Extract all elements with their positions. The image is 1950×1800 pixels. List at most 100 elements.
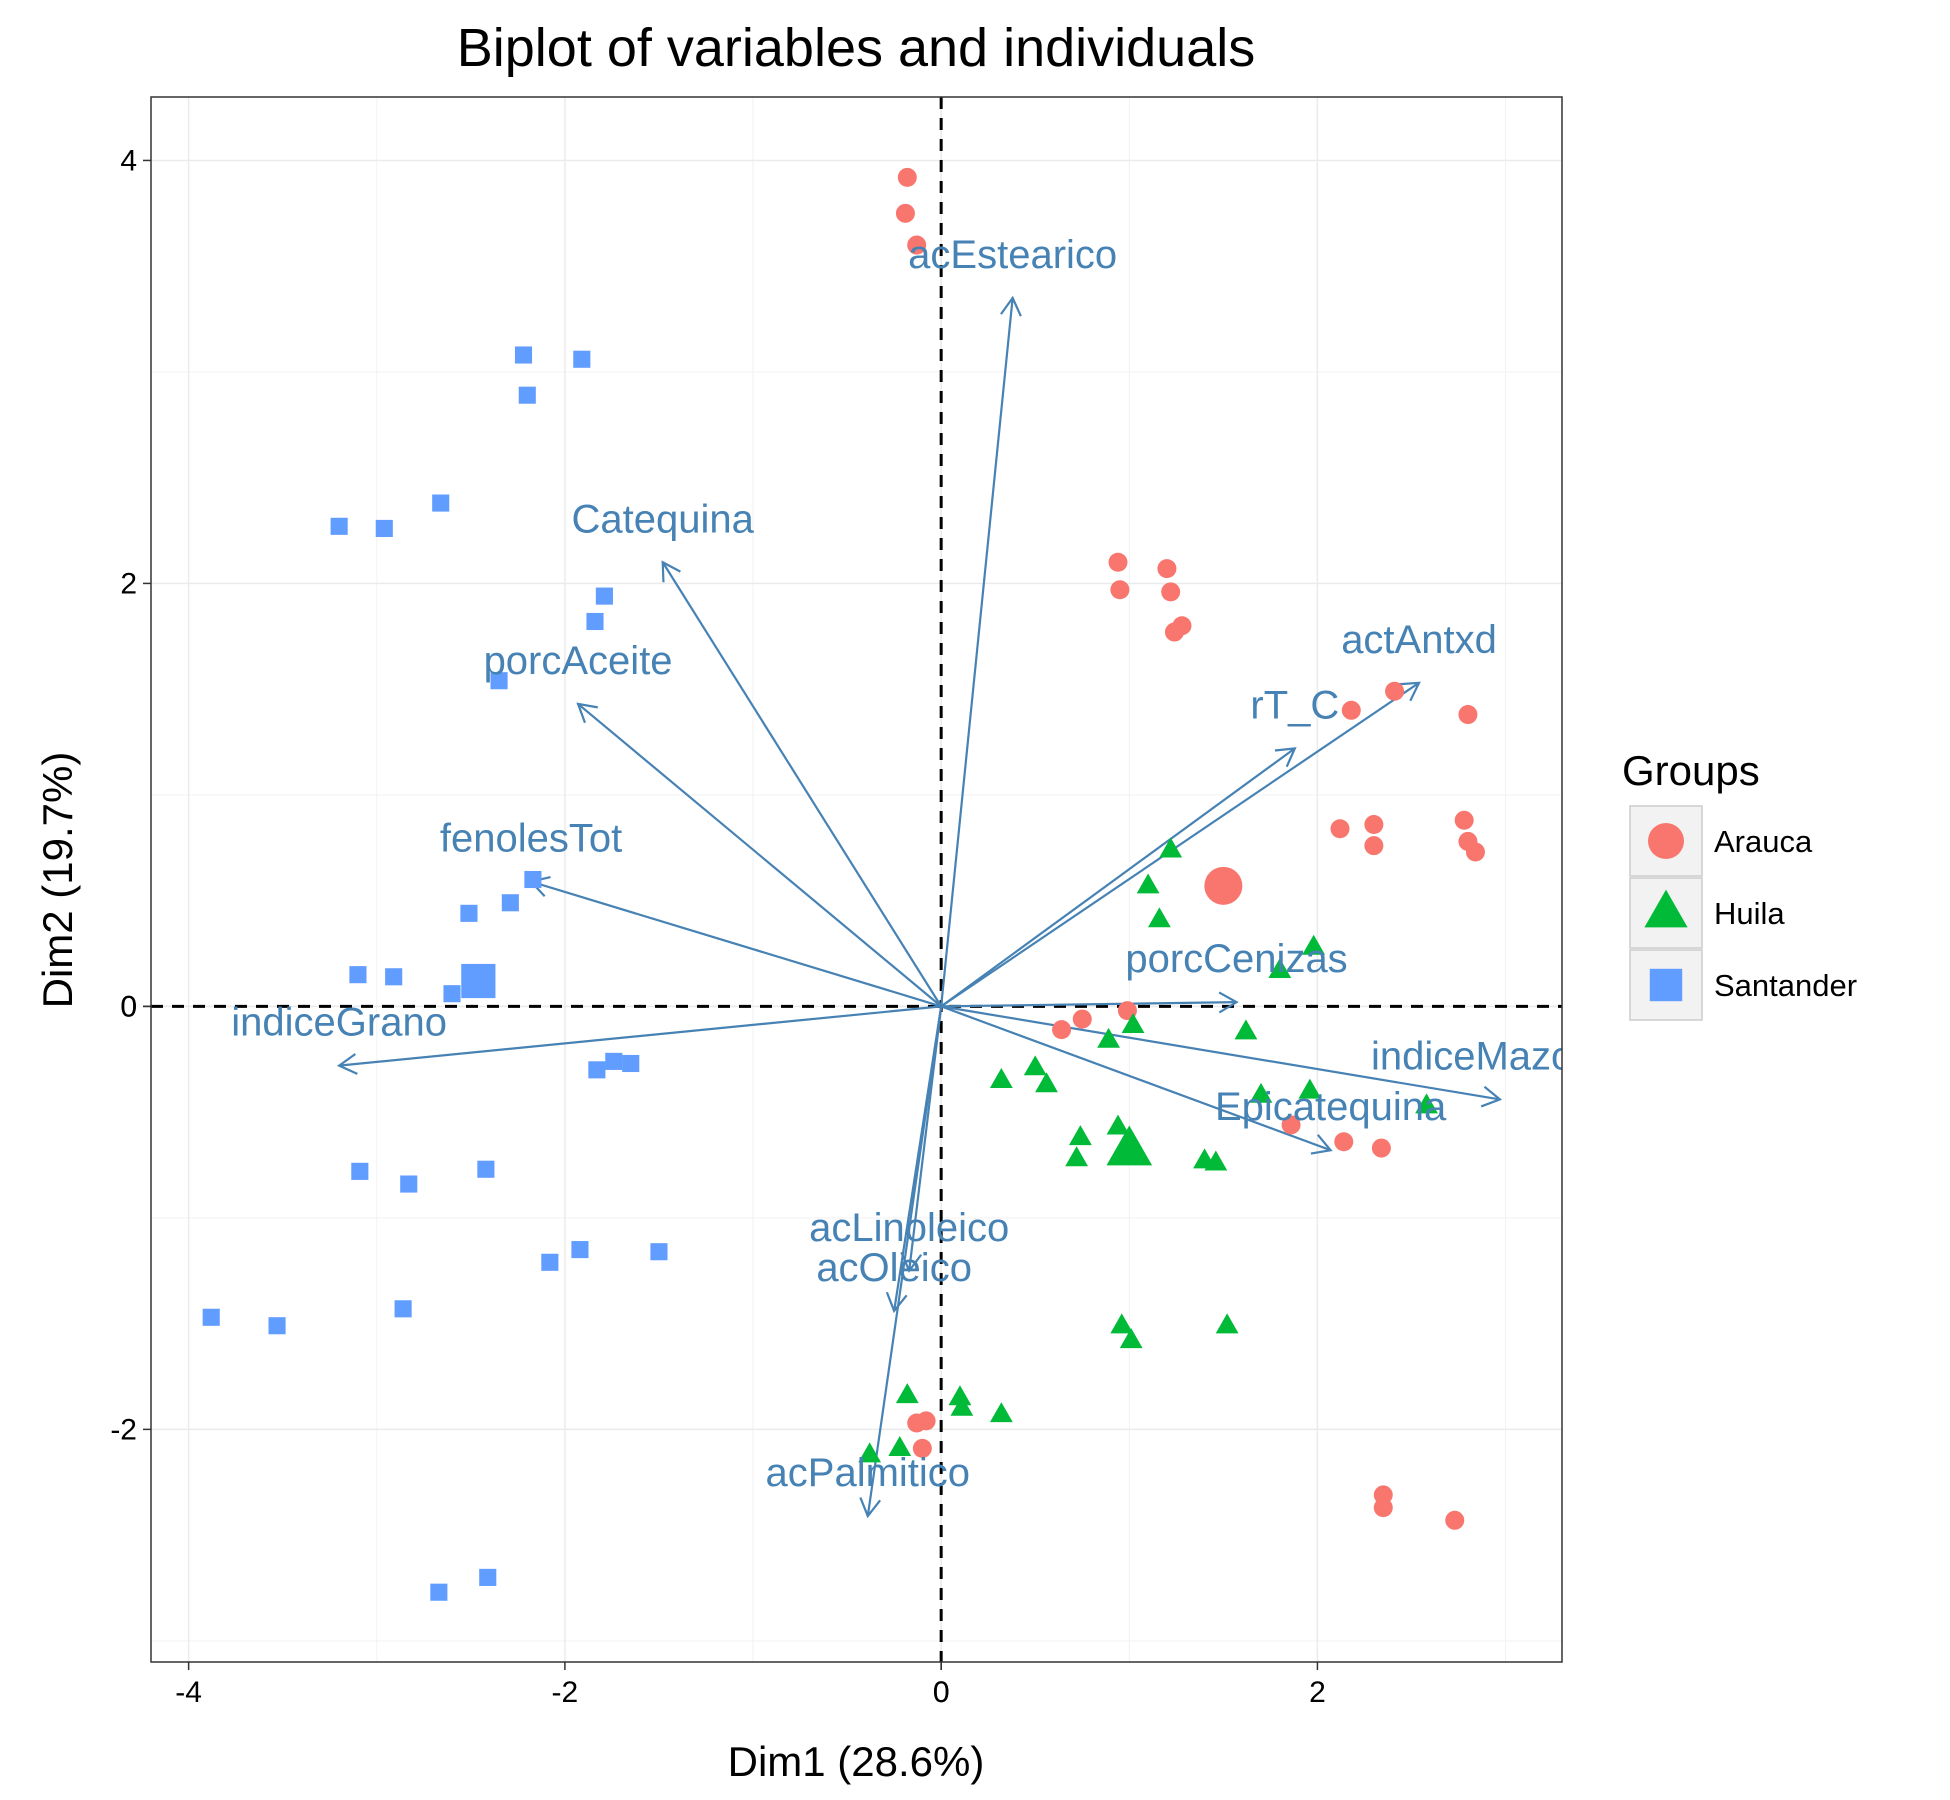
- variable-label-porcCenizas: porcCenizas: [1125, 937, 1347, 981]
- reference-lines: [151, 97, 1562, 1662]
- point-santander: [586, 612, 604, 631]
- point-santander: [349, 966, 367, 984]
- point-arauca: [1454, 810, 1474, 830]
- point-huila: [1204, 1150, 1228, 1171]
- arrow-head: [1398, 681, 1421, 702]
- legend-label: Arauca: [1714, 824, 1813, 859]
- arrow-shaft: [866, 1006, 943, 1517]
- point-huila: [1302, 934, 1326, 955]
- point-arauca: [1072, 1009, 1092, 1029]
- series-arauca: [895, 167, 1485, 1530]
- point-santander: [514, 346, 533, 364]
- variable-label-acLinoleico: acLinoleico: [809, 1206, 1009, 1250]
- arrow-head: [1000, 295, 1022, 317]
- point-santander: [351, 1162, 369, 1180]
- variable-arrow-porcAceite: [576, 702, 942, 1008]
- point-santander: [385, 968, 403, 986]
- point-arauca: [1385, 681, 1405, 701]
- x-tick-label: -4: [175, 1676, 202, 1709]
- point-arauca: [897, 167, 917, 187]
- arrow-head: [885, 1291, 908, 1314]
- point-huila: [1023, 1055, 1047, 1076]
- variable-arrow-actAntxd: [940, 681, 1421, 1008]
- point-arauca: [1458, 705, 1478, 725]
- point-santander: [432, 494, 450, 512]
- arrow-head: [661, 560, 681, 583]
- point-huila: [888, 1436, 912, 1456]
- centroid-arauca: [1204, 866, 1243, 905]
- point-huila: [1147, 907, 1171, 928]
- arrow-shaft: [940, 297, 1014, 1007]
- point-santander: [622, 1054, 640, 1073]
- point-santander: [650, 1243, 668, 1261]
- arrow-head: [336, 1053, 358, 1075]
- arrow-head: [1310, 1134, 1333, 1155]
- variable-arrows: [336, 295, 1503, 1519]
- arrow-head: [1274, 747, 1297, 768]
- point-arauca: [1445, 1510, 1465, 1530]
- legend-symbol-arauca: [1648, 823, 1684, 859]
- plot-panel-border: [150, 96, 1563, 1663]
- point-arauca: [1161, 582, 1181, 602]
- arrow-shaft: [940, 1005, 1501, 1101]
- point-huila: [858, 1442, 882, 1463]
- point-huila: [1234, 1019, 1258, 1040]
- y-axis-title: Dim2 (19.7%): [34, 752, 81, 1009]
- legend-item-santander: Santander: [1629, 949, 1857, 1021]
- y-tick-label: 2: [120, 567, 137, 600]
- point-arauca: [1108, 552, 1128, 572]
- arrow-head: [576, 702, 598, 724]
- point-santander: [573, 350, 591, 368]
- variable-label-fenolesTot: fenolesTot: [440, 817, 622, 861]
- legend-label: Santander: [1714, 968, 1857, 1003]
- arrow-head: [1480, 1085, 1503, 1108]
- variable-arrow-porcCenizas: [941, 991, 1239, 1014]
- variable-arrow-indiceGrano: [336, 1005, 942, 1075]
- arrow-shaft: [577, 703, 942, 1008]
- point-huila: [1097, 1027, 1120, 1048]
- point-santander: [524, 870, 542, 889]
- point-huila: [1065, 1146, 1089, 1167]
- point-huila: [989, 1402, 1013, 1423]
- point-santander: [571, 1241, 589, 1259]
- variable-label-Catequina: Catequina: [572, 497, 755, 541]
- arrow-shaft: [530, 880, 942, 1008]
- point-huila: [1159, 837, 1183, 858]
- point-arauca: [1157, 559, 1177, 579]
- point-arauca: [1364, 836, 1384, 856]
- arrow-head: [859, 1497, 882, 1519]
- x-tick-label: 0: [933, 1676, 950, 1709]
- variable-label-acEstearico: acEstearico: [908, 233, 1117, 277]
- variable-arrow-rT_C: [940, 747, 1297, 1008]
- variable-label-acPalmitico: acPalmitico: [766, 1451, 971, 1495]
- variable-arrow-acPalmitico: [859, 1006, 943, 1519]
- legend-symbol-santander: [1649, 968, 1683, 1002]
- point-huila: [1068, 1125, 1092, 1146]
- x-tick-label: 2: [1309, 1676, 1326, 1709]
- legend-item-huila: Huila: [1629, 877, 1785, 949]
- point-arauca: [1334, 1132, 1354, 1152]
- legend-symbol-huila: [1644, 889, 1688, 928]
- point-arauca: [1371, 1138, 1391, 1158]
- point-arauca: [1373, 1498, 1393, 1518]
- point-arauca: [1110, 580, 1130, 600]
- point-santander: [595, 587, 613, 605]
- point-santander: [268, 1317, 286, 1335]
- point-santander: [202, 1308, 220, 1326]
- point-arauca: [1172, 616, 1192, 636]
- arrow-shaft: [661, 561, 943, 1007]
- point-arauca: [1465, 842, 1485, 862]
- variable-labels: acEstearico Catequina porcAceite actAntxdrT…: [231, 233, 1562, 1495]
- point-huila: [950, 1395, 974, 1416]
- point-santander: [375, 519, 393, 537]
- point-huila: [1119, 1328, 1143, 1349]
- x-tick-label: -2: [552, 1676, 579, 1709]
- chart-title: Biplot of variables and individuals: [457, 18, 1255, 78]
- point-arauca: [912, 1438, 932, 1458]
- point-santander: [518, 386, 536, 404]
- legend-title: Groups: [1622, 747, 1760, 794]
- variable-arrow-Catequina: [661, 560, 943, 1007]
- point-arauca: [1341, 700, 1361, 720]
- arrow-shaft: [940, 747, 1296, 1008]
